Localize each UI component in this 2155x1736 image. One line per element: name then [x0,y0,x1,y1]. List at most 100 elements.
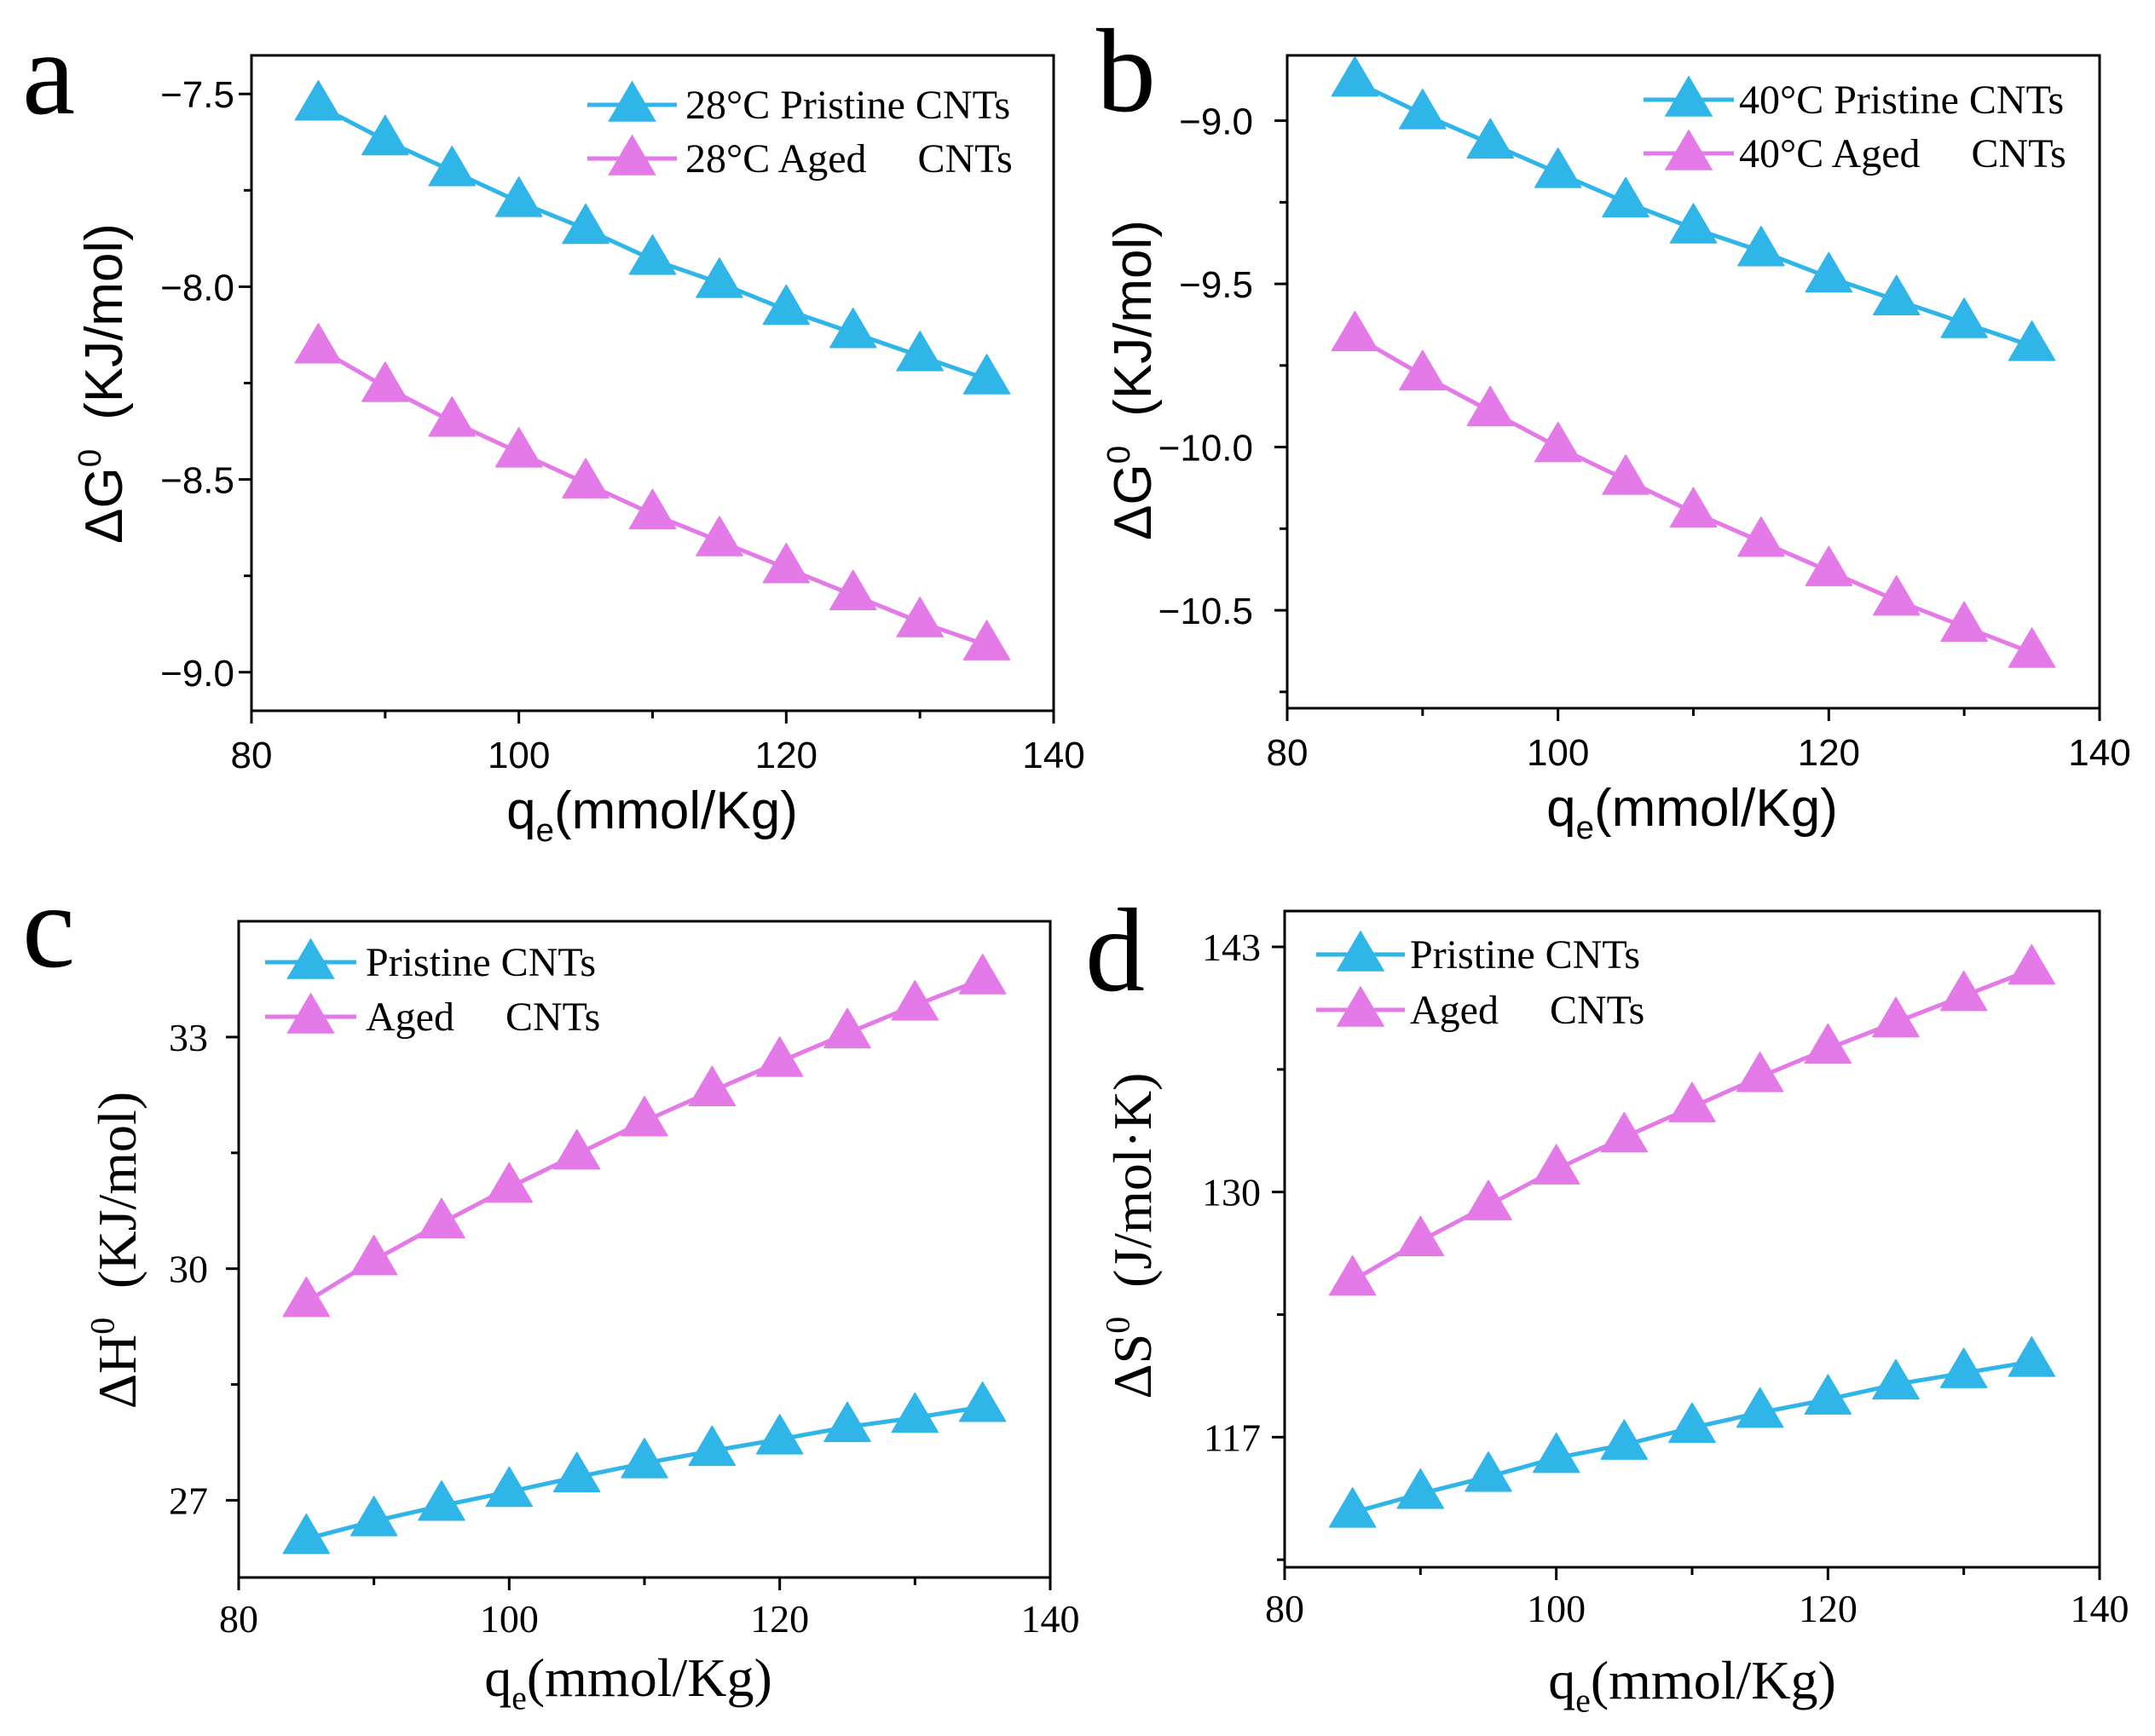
y-axis-label-superscript: 0 [84,1318,121,1335]
series-0-triangle-marker [1399,89,1447,130]
series-1-triangle-marker [1465,1179,1512,1220]
y-tick-label: 27 [169,1479,208,1522]
y-tick-label: −8.0 [160,267,234,309]
series-1-triangle-marker [829,569,877,611]
y-axis-label-base: ΔG [1104,464,1163,540]
x-axis-label-unit: (mmol/Kg) [1594,779,1838,838]
series-1-triangle-marker [1939,970,1988,1012]
series-0-triangle-marker [562,203,610,245]
legend-triangle-marker-1 [1336,985,1385,1027]
series-0-triangle-marker [1805,251,1853,293]
series-0-triangle-marker [1872,1358,1920,1400]
series-1-triangle-marker [2008,943,2056,985]
series-1-triangle-marker [1805,545,1853,586]
series-1-triangle-marker [1669,487,1718,528]
legend-triangle-marker-0 [1336,930,1385,972]
series-0-triangle-marker [1736,1387,1784,1428]
panel-letter: b [1096,5,1156,137]
series-0-triangle-marker [1466,118,1514,159]
x-axis-label-subscript: e [511,1679,527,1716]
series-0-triangle-marker [958,1381,1007,1422]
panel-a: 80 100 120 140 −7.5 −8.0 −8.5 −9.0 28°C Pristine… [22,8,1085,849]
series-1-triangle-marker [494,427,543,468]
series-0-triangle-marker [1600,1419,1649,1460]
series-1-triangle-marker [1873,574,1921,616]
y-axis-label: ΔH0 (KJ/mol) [84,1092,147,1409]
panel-letter: d [1085,885,1145,1017]
y-tick-label: 33 [169,1016,208,1059]
y-tick-label: −9.0 [1179,101,1253,143]
legend-triangle-marker-0 [286,937,335,979]
x-axis-label-unit: (mmol/Kg) [1591,1650,1836,1710]
x-axis-label-unit: (mmol/Kg) [527,1647,772,1708]
series-0-triangle-marker [428,145,476,187]
y-axis-label-superscript: 0 [1101,446,1137,464]
x-tick-label: 140 [1022,735,1084,776]
y-tick-label: −9.5 [1179,264,1253,306]
y-tick-label: −7.5 [160,74,234,116]
series-1-triangle-marker [1328,1254,1377,1296]
series-0-triangle-marker [552,1451,601,1492]
series-1-triangle-marker [891,979,939,1021]
series-1-triangle-marker [485,1162,534,1203]
series-1-triangle-marker [1534,421,1582,463]
series-0-triangle-marker [1939,1347,1988,1388]
series-0-triangle-marker [1737,226,1785,267]
series-0-triangle-marker [1396,1468,1445,1509]
legend: Pristine CNTs Aged CNTs [265,937,600,1040]
panel-d: 80 100 120 140 117 130 143 Pristine CNTs Aged CN… [1085,885,2129,1719]
x-tick-label: 120 [1799,1587,1857,1630]
x-tick-label: 120 [755,735,818,776]
panel-c: 80 100 120 140 27 30 33 Pristine CNTs Aged CNTs c… [22,861,1080,1716]
x-axis-label-base: q [506,781,535,840]
legend-label-1: Aged CNTs [366,995,600,1040]
series-1-triangle-marker [1532,1144,1580,1185]
x-tick-label: 120 [750,1597,809,1641]
panel-letter: a [22,8,75,140]
y-axis-label: ΔS0 (J/mol·K) [1099,1073,1163,1399]
series-0-triangle-marker [1669,203,1718,244]
series-0-triangle-marker [755,1414,804,1455]
x-axis-label-subscript: e [536,812,554,849]
series-0-triangle-marker [891,1392,939,1433]
x-axis-label: qe(mmol/Kg) [1546,779,1838,846]
x-axis-label-base: q [1546,779,1575,838]
series-1-triangle-marker [562,458,610,499]
series-0-triangle-marker [962,354,1011,395]
legend-label-1: 40°C Aged CNTs [1739,131,2066,176]
series-1-triangle-marker [1940,601,1988,642]
series-1-triangle-marker [896,597,944,637]
series-0-triangle-marker [696,257,743,298]
series-0-triangle-marker [294,80,343,121]
panel-b: 80 100 120 140 −9.0 −9.5 −10.0 −10.5 40°C Pristi… [1096,5,2131,846]
series-0-triangle-marker [494,176,543,217]
x-tick-label: 140 [2071,1587,2129,1630]
y-axis-label: ΔG0 (KJ/mol) [72,223,134,544]
legend: 40°C Pristine CNTs 40°C Aged CNTs [1644,75,2066,176]
series-0-triangle-marker [621,1438,668,1479]
y-tick-label: −10.5 [1158,591,1253,632]
y-tick-label: 130 [1202,1171,1261,1214]
series-0-triangle-marker [361,114,409,156]
series-1-triangle-marker [1331,310,1379,352]
legend-triangle-marker-0 [608,80,656,122]
series-0-triangle-marker [1331,55,1379,97]
x-tick-label: 120 [1798,732,1860,774]
series-1-triangle-marker [2008,627,2056,668]
series-0-triangle-marker [282,1513,331,1554]
series-1-triangle-marker [1399,349,1447,391]
series-1-triangle-marker [688,1065,737,1107]
series-1-triangle-marker [1466,385,1514,427]
series-0-triangle-marker [2008,320,2056,361]
legend-label-1: 28°C Aged CNTs [685,136,1013,182]
x-axis-label-base: q [1548,1650,1575,1710]
series-0-triangle-marker [688,1425,737,1467]
y-axis-label-unit: (KJ/mol) [1104,220,1163,417]
y-axis-label-unit: (KJ/mol) [75,223,134,420]
series-1-triangle-marker [428,395,476,437]
legend: Pristine CNTs Aged CNTs [1316,930,1644,1033]
series-1-triangle-marker [823,1007,871,1049]
series-1-triangle-marker [621,1095,668,1137]
y-tick-label: −10.0 [1158,428,1253,470]
